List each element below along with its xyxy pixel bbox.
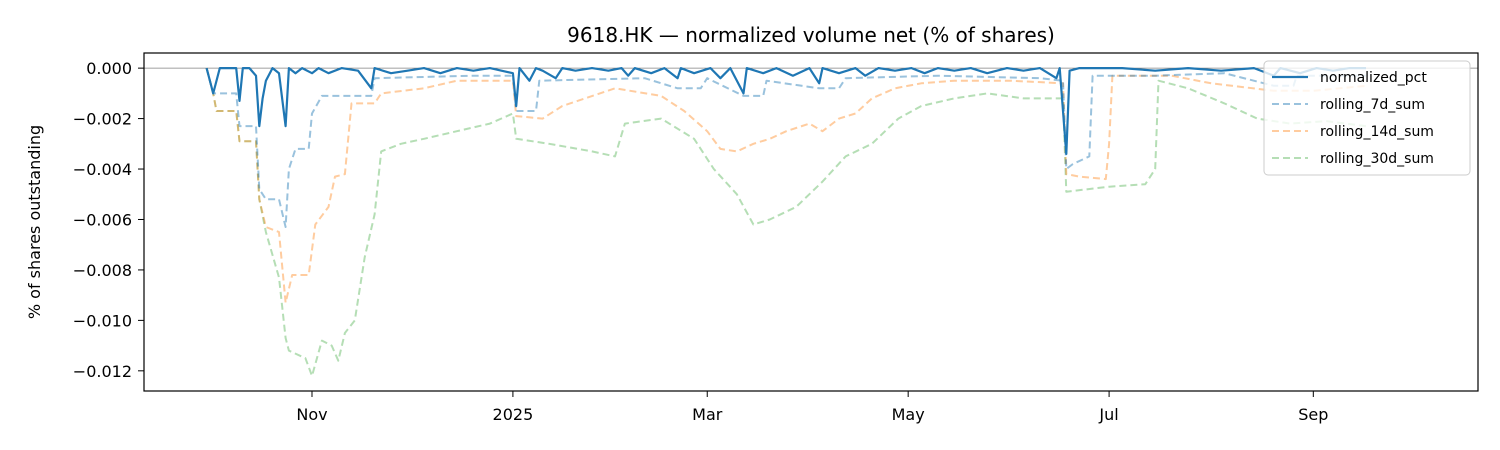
series-line-rolling-7d-sum [205,67,1366,228]
y-tick-label: −0.010 [73,311,132,330]
x-tick-label: Jul [1098,405,1118,424]
x-tick-label: Nov [296,405,327,424]
x-tick-label: Mar [692,405,723,424]
legend-label: normalized_pct [1320,70,1427,86]
legend: normalized_pct rolling_7d_sum rolling_14d_… [1263,60,1471,176]
series-line-rolling-14d-sum [205,67,1367,304]
series-line-rolling-30d-sum [205,67,1367,377]
chart-title: 9618.HK — normalized volume net (% of sh… [567,23,1055,47]
series-line-normalized-pct [205,66,1366,155]
y-tick-label: −0.006 [73,210,132,229]
y-tick-label: −0.012 [73,362,132,381]
x-tick-label: Sep [1298,405,1328,424]
y-axis-label: % of shares outstanding [25,125,44,319]
y-tick-label: −0.004 [73,160,132,179]
axes: 0.000 −0.002 −0.004 −0.006 −0.008 −0.010 −0.01… [73,52,1479,424]
x-tick-label: 2025 [493,405,534,424]
x-tick-label: May [892,405,925,424]
legend-label: rolling_30d_sum [1320,151,1434,167]
legend-label: rolling_7d_sum [1320,97,1425,113]
legend-box [1263,60,1471,176]
plot-area [144,66,1478,377]
plot-frame [143,52,1479,392]
y-tick-label: 0.000 [86,59,132,78]
legend-label: rolling_14d_sum [1320,124,1434,140]
y-tick-label: −0.008 [73,261,132,280]
y-tick-label: −0.002 [73,110,132,129]
